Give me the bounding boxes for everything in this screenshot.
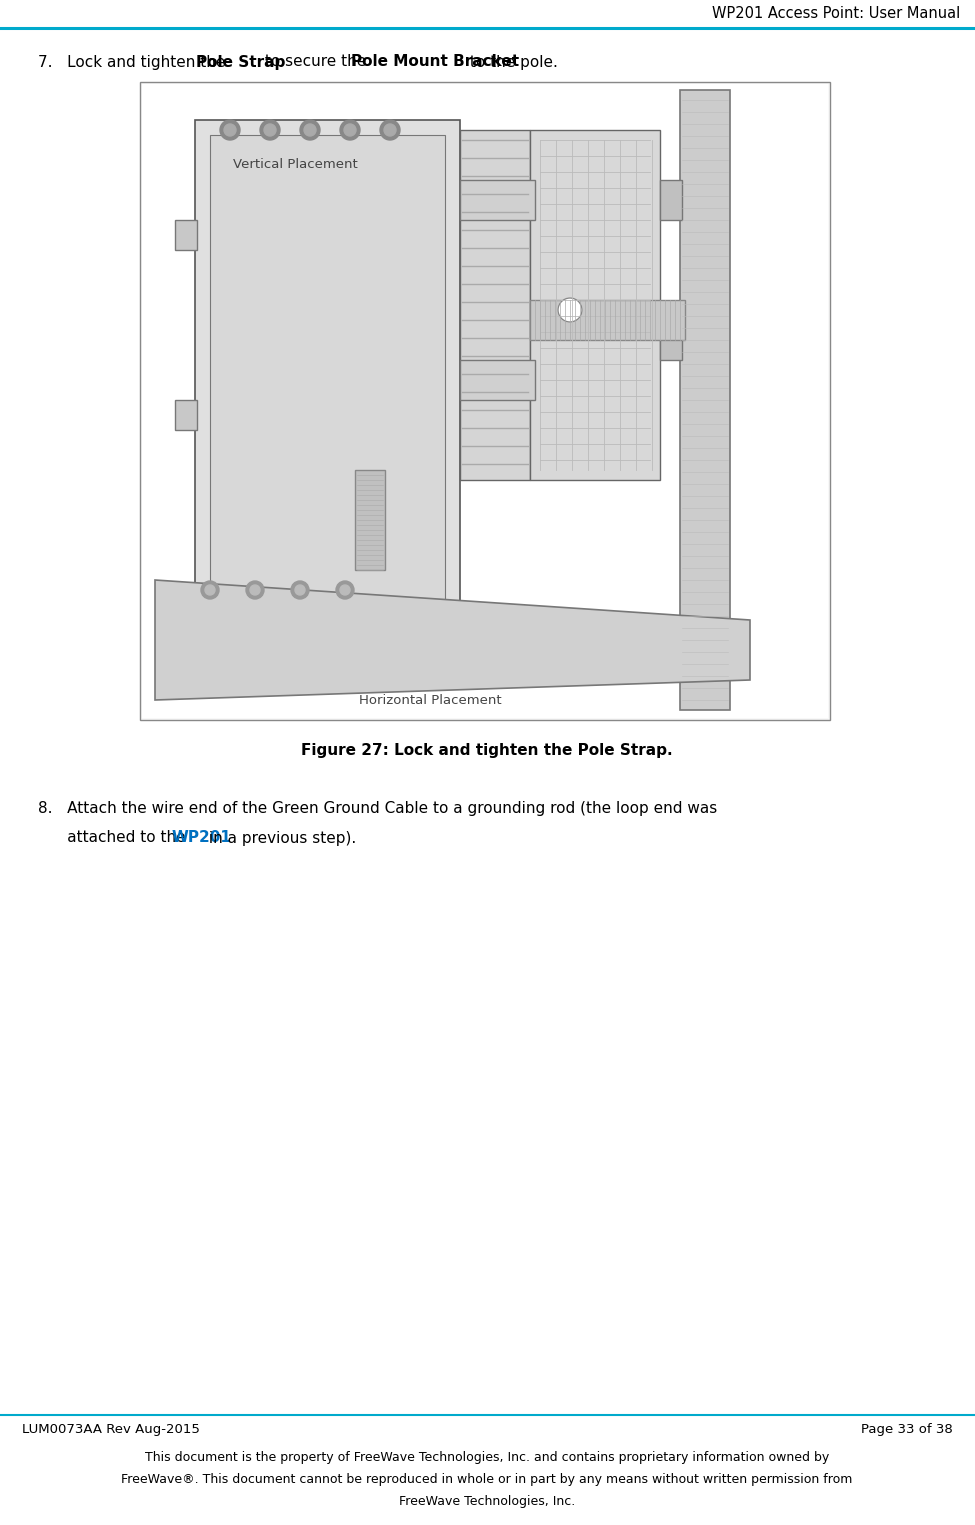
Bar xyxy=(660,320,682,360)
Circle shape xyxy=(250,586,260,595)
Circle shape xyxy=(384,124,396,136)
Text: Figure 27: Lock and tighten the Pole Strap.: Figure 27: Lock and tighten the Pole Str… xyxy=(301,743,673,758)
Text: FreeWave®. This document cannot be reproduced in whole or in part by any means w: FreeWave®. This document cannot be repro… xyxy=(121,1473,853,1487)
Text: WP201: WP201 xyxy=(172,831,232,845)
Circle shape xyxy=(344,124,356,136)
Bar xyxy=(680,90,730,711)
Circle shape xyxy=(301,651,319,669)
Circle shape xyxy=(225,656,235,665)
Circle shape xyxy=(220,120,240,140)
Bar xyxy=(210,136,445,656)
Circle shape xyxy=(201,581,219,599)
Text: This document is the property of FreeWave Technologies, Inc. and contains propri: This document is the property of FreeWav… xyxy=(145,1452,829,1464)
Circle shape xyxy=(340,120,360,140)
Circle shape xyxy=(300,120,320,140)
Text: attached to the: attached to the xyxy=(38,831,190,845)
Circle shape xyxy=(340,586,350,595)
Circle shape xyxy=(246,581,264,599)
Circle shape xyxy=(380,120,400,140)
Bar xyxy=(530,300,685,340)
Text: to secure the: to secure the xyxy=(259,55,370,70)
Text: Vertical Placement: Vertical Placement xyxy=(233,159,358,171)
Circle shape xyxy=(291,581,309,599)
Text: to the pole.: to the pole. xyxy=(465,55,558,70)
Text: Page 33 of 38: Page 33 of 38 xyxy=(861,1423,953,1437)
Text: Pole Strap: Pole Strap xyxy=(196,55,286,70)
Bar xyxy=(175,220,197,250)
Text: Pole Mount Bracket: Pole Mount Bracket xyxy=(351,55,519,70)
Circle shape xyxy=(336,581,354,599)
Circle shape xyxy=(558,297,582,322)
Bar xyxy=(660,180,682,220)
Text: 8.   Attach the wire end of the Green Ground Cable to a grounding rod (the loop : 8. Attach the wire end of the Green Grou… xyxy=(38,801,718,816)
Bar xyxy=(530,130,660,480)
Circle shape xyxy=(304,124,316,136)
Circle shape xyxy=(261,651,279,669)
Bar xyxy=(460,360,535,400)
Circle shape xyxy=(264,124,276,136)
Bar xyxy=(195,120,460,669)
Circle shape xyxy=(260,120,280,140)
Circle shape xyxy=(224,124,236,136)
Circle shape xyxy=(205,586,215,595)
Bar xyxy=(175,400,197,430)
Text: WP201 Access Point: User Manual: WP201 Access Point: User Manual xyxy=(712,6,960,21)
Circle shape xyxy=(265,656,275,665)
Bar xyxy=(142,84,828,718)
Bar xyxy=(140,82,830,720)
Circle shape xyxy=(221,651,239,669)
Text: in a previous step).: in a previous step). xyxy=(204,831,356,845)
Bar xyxy=(460,130,530,480)
Text: LUM0073AA Rev Aug-2015: LUM0073AA Rev Aug-2015 xyxy=(22,1423,200,1437)
Text: Horizontal Placement: Horizontal Placement xyxy=(359,694,501,706)
Circle shape xyxy=(295,586,305,595)
Bar xyxy=(355,470,385,570)
Bar xyxy=(460,180,535,220)
Circle shape xyxy=(305,656,315,665)
Polygon shape xyxy=(155,580,750,700)
Text: FreeWave Technologies, Inc.: FreeWave Technologies, Inc. xyxy=(399,1496,575,1508)
Text: 7.   Lock and tighten the: 7. Lock and tighten the xyxy=(38,55,230,70)
